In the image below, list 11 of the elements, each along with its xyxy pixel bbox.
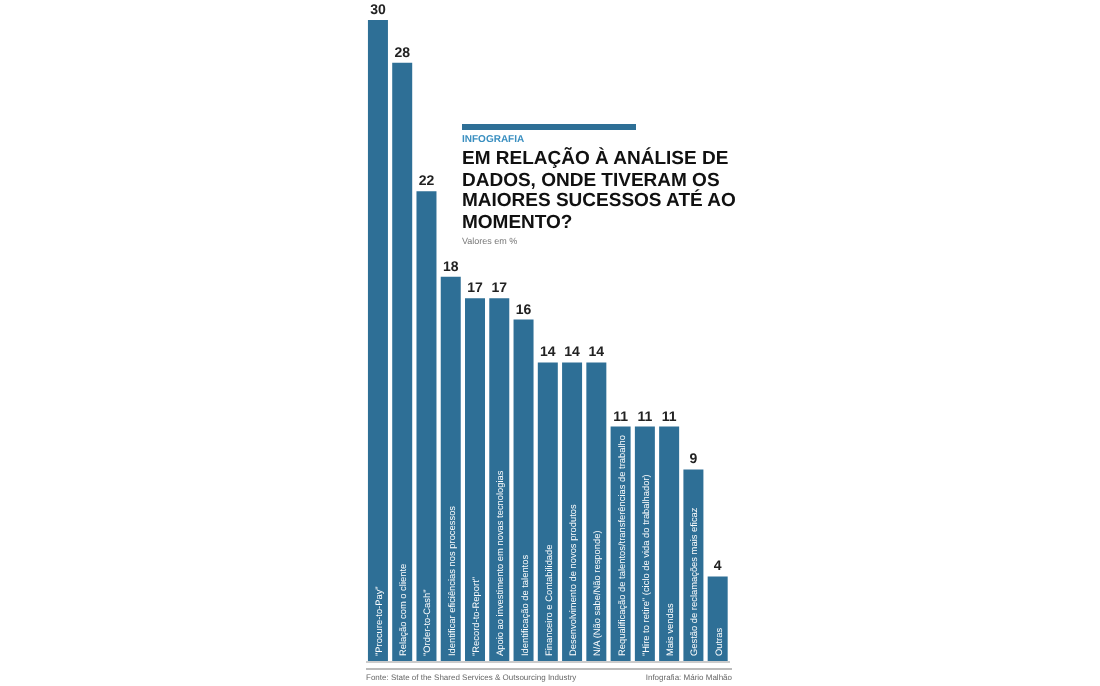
bar bbox=[586, 362, 607, 662]
bar bbox=[465, 298, 486, 662]
bar bbox=[392, 62, 413, 662]
bar bbox=[707, 576, 728, 662]
bar bbox=[440, 276, 461, 662]
bar bbox=[537, 362, 558, 662]
bar bbox=[513, 319, 534, 662]
bar bbox=[659, 426, 680, 662]
bar bbox=[416, 191, 437, 662]
bar bbox=[367, 20, 388, 662]
text: EM RELAÇÃO À ANÁLISE DE DADOS, ONDE TIVERAM OS MAIORES SUCESSOS ATÉ AO MOMENTO? bbox=[462, 148, 738, 234]
